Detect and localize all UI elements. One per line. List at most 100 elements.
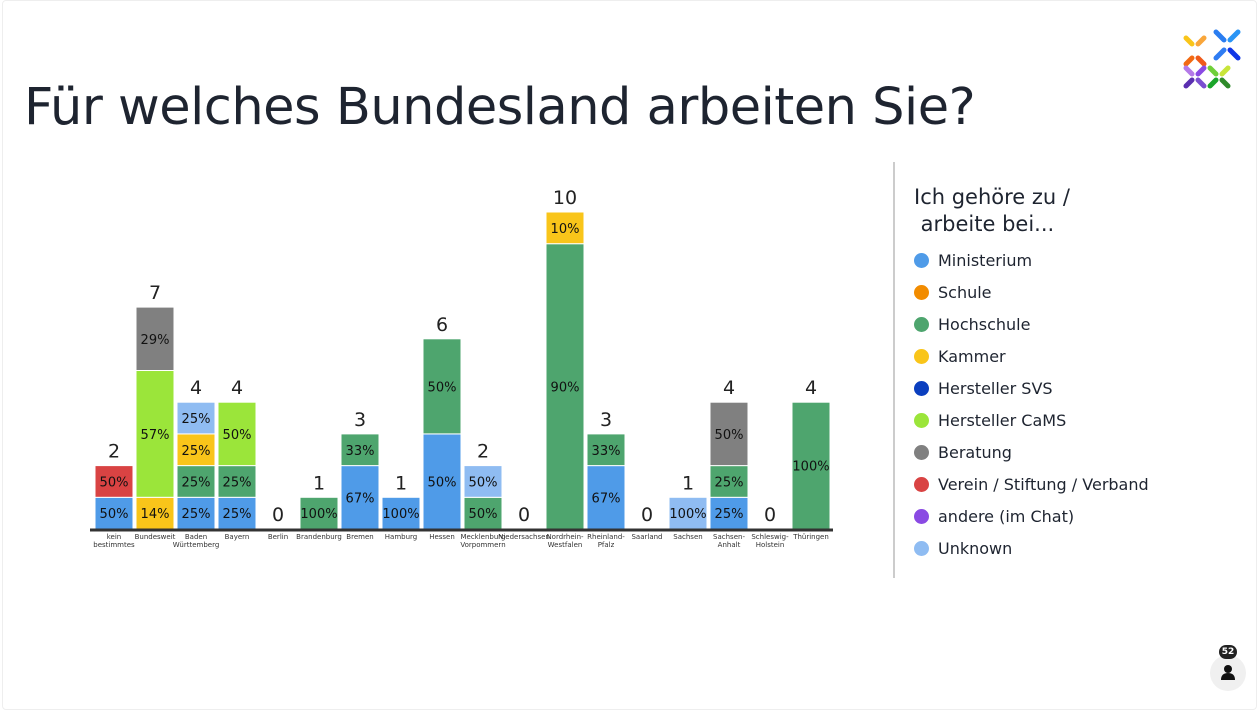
- total-label: 7: [149, 282, 161, 304]
- data-label: 50%: [100, 475, 129, 490]
- x-tick-label: Holstein: [756, 541, 785, 549]
- data-label: 25%: [715, 507, 744, 522]
- legend-dot-icon: [914, 348, 929, 364]
- legend-divider: [893, 162, 895, 578]
- total-label: 0: [272, 504, 284, 526]
- bar-segment: [176, 401, 216, 435]
- bar-segment: [217, 401, 257, 467]
- x-tick-label: Bundesweit: [135, 533, 176, 541]
- data-label: 100%: [669, 507, 706, 522]
- data-label: 25%: [182, 475, 211, 490]
- data-label: 90%: [551, 380, 580, 395]
- data-label: 50%: [428, 380, 457, 395]
- data-label: 14%: [141, 507, 170, 522]
- legend-dot-icon: [914, 508, 929, 524]
- x-tick-label: Mecklenburg: [460, 533, 505, 541]
- legend-label: Kammer: [938, 346, 1006, 366]
- data-label: 10%: [551, 222, 580, 237]
- total-label: 0: [641, 504, 653, 526]
- legend-label: Beratung: [938, 442, 1012, 462]
- total-label: 6: [436, 314, 448, 336]
- legend-label: Verein / Stiftung / Verband: [938, 474, 1149, 494]
- legend-label: Hersteller SVS: [938, 378, 1053, 398]
- bar-segment: [791, 401, 831, 530]
- legend-dot-icon: [914, 252, 929, 268]
- x-tick-label: Vorpommern: [460, 541, 505, 549]
- x-tick-label: Saarland: [631, 533, 662, 541]
- data-label: 100%: [300, 507, 337, 522]
- bar-segment: [709, 401, 749, 467]
- page-title: Für welches Bundesland arbeiten Sie?: [24, 78, 976, 137]
- legend-item: Beratung: [914, 436, 1149, 468]
- x-tick-label: Baden: [185, 533, 207, 541]
- participant-count-badge: 52: [1219, 645, 1237, 659]
- x-tick-label: Sachsen-: [713, 533, 745, 541]
- data-label: 67%: [592, 491, 621, 506]
- legend-dot-icon: [914, 540, 929, 556]
- total-label: 3: [354, 409, 366, 431]
- data-label: 57%: [141, 428, 170, 443]
- legend-dot-icon: [914, 476, 929, 492]
- bar-segment: [135, 306, 175, 372]
- data-label: 100%: [792, 460, 829, 475]
- x-tick-label: Hessen: [429, 533, 455, 541]
- total-label: 3: [600, 409, 612, 431]
- data-label: 25%: [182, 412, 211, 427]
- x-tick-label: Niedersachsen: [498, 533, 550, 541]
- data-label: 100%: [382, 507, 419, 522]
- legend-dot-icon: [914, 380, 929, 396]
- bar-segment: [135, 370, 175, 498]
- x-tick-label: Schleswig-: [751, 533, 789, 541]
- data-label: 50%: [715, 428, 744, 443]
- bar-segment: [463, 465, 503, 498]
- bar-segment: [381, 496, 421, 530]
- legend-dot-icon: [914, 284, 929, 300]
- legend-item: Schule: [914, 276, 1149, 308]
- legend-item: Hochschule: [914, 308, 1149, 340]
- legend-item: Hersteller CaMS: [914, 404, 1149, 436]
- legend-label: Ministerium: [938, 250, 1033, 270]
- data-label: 25%: [182, 507, 211, 522]
- x-tick-label: Sachsen: [673, 533, 702, 541]
- total-label: 1: [682, 472, 694, 494]
- bar-segment: [586, 465, 626, 530]
- legend-label: Unknown: [938, 538, 1013, 558]
- participants-button[interactable]: [1210, 655, 1246, 691]
- data-label: 50%: [428, 475, 457, 490]
- x-tick-label: Berlin: [268, 533, 288, 541]
- x-tick-label: kein: [107, 533, 122, 541]
- data-label: 25%: [223, 507, 252, 522]
- person-icon: [1221, 665, 1235, 680]
- data-label: 50%: [469, 507, 498, 522]
- data-label: 67%: [346, 491, 375, 506]
- data-label: 50%: [223, 428, 252, 443]
- bar-segment: [94, 496, 134, 530]
- bar-segment: [217, 465, 257, 498]
- legend-title: Ich gehöre zu / arbeite bei...: [914, 185, 1070, 236]
- x-tick-label: Pfalz: [598, 541, 615, 549]
- total-label: 4: [723, 377, 735, 399]
- data-label: 25%: [182, 444, 211, 459]
- x-tick-label: Anhalt: [718, 541, 741, 549]
- x-tick-label: Nordrhein-: [546, 533, 584, 541]
- data-label: 29%: [141, 333, 170, 348]
- total-label: 1: [313, 472, 325, 494]
- data-label: 25%: [223, 475, 252, 490]
- data-label: 33%: [346, 444, 375, 459]
- bar-segment: [217, 496, 257, 530]
- total-label: 4: [190, 377, 202, 399]
- x-tick-label: Rheinland-: [587, 533, 625, 541]
- data-label: 33%: [592, 444, 621, 459]
- x-tick-label: Brandenburg: [296, 533, 342, 541]
- legend-item: Ministerium: [914, 244, 1149, 276]
- total-label: 0: [764, 504, 776, 526]
- legend-item: andere (im Chat): [914, 500, 1149, 532]
- data-label: 50%: [469, 475, 498, 490]
- bar-segment: [94, 465, 134, 498]
- total-label: 4: [231, 377, 243, 399]
- x-tick-label: Württemberg: [173, 541, 220, 549]
- legend-label: Hersteller CaMS: [938, 410, 1067, 430]
- x-tick-label: Thüringen: [792, 533, 829, 541]
